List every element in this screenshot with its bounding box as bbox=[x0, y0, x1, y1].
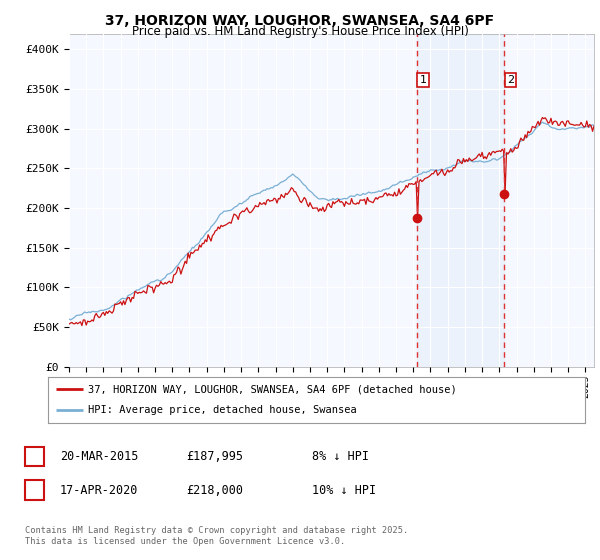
Text: Contains HM Land Registry data © Crown copyright and database right 2025.
This d: Contains HM Land Registry data © Crown c… bbox=[25, 526, 409, 546]
Text: Price paid vs. HM Land Registry's House Price Index (HPI): Price paid vs. HM Land Registry's House … bbox=[131, 25, 469, 38]
Bar bbox=[417, 34, 505, 367]
Text: 37, HORIZON WAY, LOUGHOR, SWANSEA, SA4 6PF (detached house): 37, HORIZON WAY, LOUGHOR, SWANSEA, SA4 6… bbox=[88, 384, 457, 394]
Text: 37, HORIZON WAY, LOUGHOR, SWANSEA, SA4 6PF: 37, HORIZON WAY, LOUGHOR, SWANSEA, SA4 6… bbox=[106, 14, 494, 28]
Text: 17-APR-2020: 17-APR-2020 bbox=[60, 483, 139, 497]
Text: 20-MAR-2015: 20-MAR-2015 bbox=[60, 450, 139, 463]
Text: 2: 2 bbox=[507, 75, 514, 85]
Text: £218,000: £218,000 bbox=[186, 483, 243, 497]
Text: 8% ↓ HPI: 8% ↓ HPI bbox=[312, 450, 369, 463]
Text: £187,995: £187,995 bbox=[186, 450, 243, 463]
Text: 1: 1 bbox=[419, 75, 427, 85]
Text: 1: 1 bbox=[31, 450, 38, 463]
Text: 10% ↓ HPI: 10% ↓ HPI bbox=[312, 483, 376, 497]
Text: 2: 2 bbox=[31, 483, 38, 497]
Text: HPI: Average price, detached house, Swansea: HPI: Average price, detached house, Swan… bbox=[88, 405, 357, 416]
